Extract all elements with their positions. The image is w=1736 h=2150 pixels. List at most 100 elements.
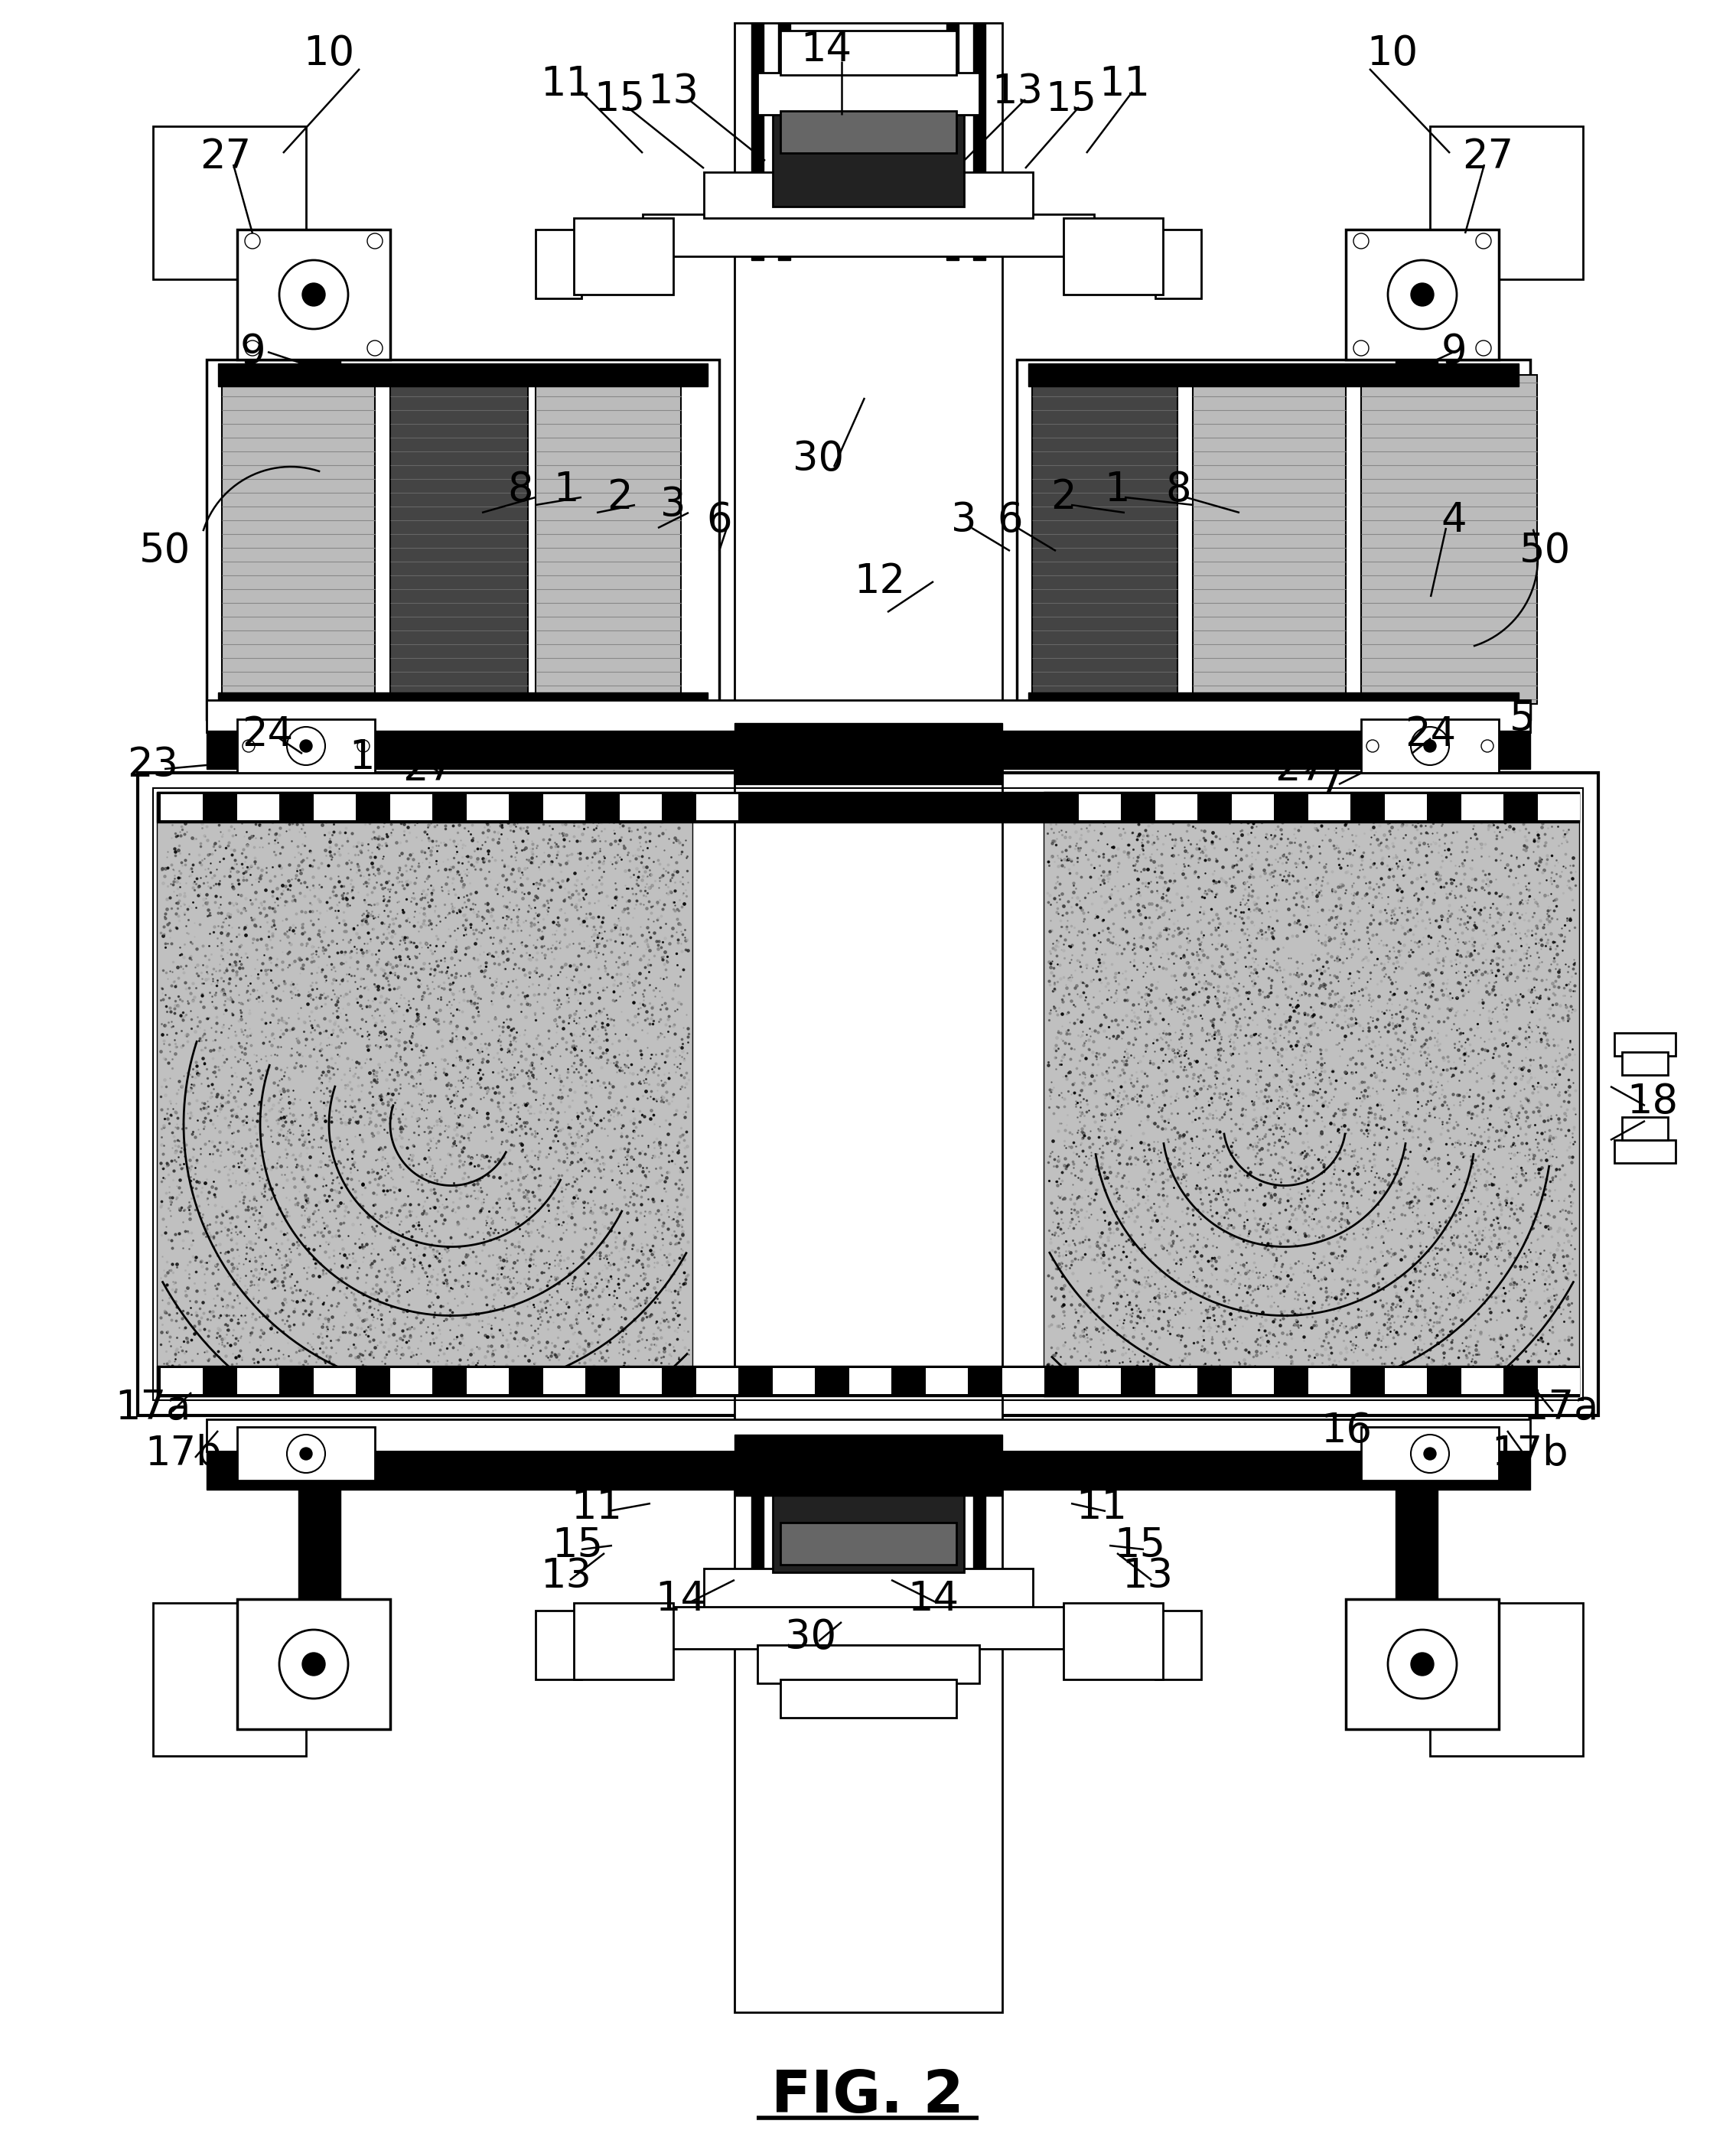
- Bar: [1233, 1367, 1274, 1393]
- Bar: [703, 1569, 1033, 1610]
- Bar: [536, 230, 582, 299]
- Text: 15: 15: [552, 1526, 604, 1565]
- Text: 3: 3: [951, 501, 977, 540]
- Text: 5: 5: [1510, 699, 1535, 740]
- Text: 27: 27: [200, 138, 252, 176]
- Bar: [1396, 1481, 1437, 1640]
- Circle shape: [1411, 1434, 1450, 1473]
- Bar: [314, 1367, 356, 1393]
- Text: 27: 27: [403, 748, 455, 789]
- Bar: [467, 793, 509, 819]
- Bar: [238, 793, 279, 819]
- Bar: [1043, 791, 1580, 1395]
- Text: 2: 2: [608, 477, 632, 518]
- Bar: [1078, 1367, 1121, 1393]
- Circle shape: [358, 740, 370, 752]
- Bar: [1002, 1367, 1045, 1393]
- Bar: [1614, 1140, 1675, 1163]
- Bar: [781, 1679, 957, 1718]
- Text: 24: 24: [1404, 714, 1457, 755]
- Bar: [757, 73, 979, 114]
- Text: 11: 11: [1076, 1488, 1127, 1526]
- Bar: [1193, 374, 1345, 703]
- Circle shape: [286, 1434, 325, 1473]
- Text: 16: 16: [349, 737, 401, 778]
- Text: 11: 11: [571, 1488, 623, 1526]
- Bar: [222, 374, 375, 703]
- Bar: [734, 24, 1002, 2012]
- Circle shape: [1411, 1653, 1434, 1675]
- Bar: [696, 1367, 738, 1393]
- Bar: [1361, 374, 1536, 703]
- Circle shape: [286, 727, 325, 765]
- Bar: [238, 230, 391, 359]
- Bar: [946, 1481, 958, 1610]
- Text: 10: 10: [1366, 34, 1418, 73]
- Bar: [778, 1481, 790, 1610]
- Bar: [781, 30, 957, 75]
- Text: 6: 6: [996, 501, 1023, 540]
- Circle shape: [279, 1630, 349, 1698]
- Bar: [207, 701, 1529, 733]
- Text: 13: 13: [648, 71, 700, 112]
- Bar: [1614, 1032, 1675, 1056]
- Bar: [238, 1600, 391, 1729]
- Bar: [161, 1367, 203, 1393]
- Text: 23: 23: [127, 746, 179, 785]
- Bar: [703, 172, 1033, 217]
- Circle shape: [1476, 340, 1491, 355]
- Text: 15: 15: [1115, 1526, 1165, 1565]
- Bar: [314, 793, 356, 819]
- Text: 13: 13: [1121, 1557, 1174, 1595]
- Bar: [620, 1367, 661, 1393]
- Bar: [752, 1481, 764, 1610]
- Bar: [1462, 1367, 1503, 1393]
- Text: 13: 13: [991, 71, 1043, 112]
- Bar: [543, 1367, 585, 1393]
- Bar: [778, 24, 790, 260]
- Bar: [156, 791, 1580, 823]
- Bar: [299, 1481, 340, 1640]
- Bar: [1033, 374, 1177, 703]
- Bar: [543, 793, 585, 819]
- Bar: [536, 374, 681, 703]
- Bar: [391, 793, 432, 819]
- Bar: [219, 363, 708, 387]
- Text: 18: 18: [1627, 1081, 1679, 1122]
- Bar: [137, 772, 1599, 1415]
- Bar: [752, 24, 764, 260]
- Circle shape: [245, 234, 260, 249]
- Text: 11: 11: [1099, 64, 1151, 103]
- Text: 27: 27: [1274, 748, 1326, 789]
- Bar: [1309, 1367, 1351, 1393]
- Text: 16: 16: [1321, 1410, 1371, 1451]
- Bar: [974, 24, 986, 260]
- Circle shape: [1424, 740, 1436, 752]
- Text: 3: 3: [660, 486, 686, 525]
- Text: 6: 6: [707, 501, 733, 540]
- Text: 2: 2: [1050, 477, 1076, 518]
- Bar: [467, 1367, 509, 1393]
- Bar: [1462, 793, 1503, 819]
- Text: 13: 13: [540, 1557, 592, 1595]
- Circle shape: [1387, 1630, 1457, 1698]
- Circle shape: [1354, 340, 1368, 355]
- Text: 30: 30: [785, 1617, 837, 1658]
- Bar: [1064, 217, 1163, 295]
- Circle shape: [1366, 740, 1378, 752]
- Text: 1: 1: [1104, 471, 1130, 510]
- Bar: [946, 24, 958, 260]
- Bar: [1309, 793, 1351, 819]
- Bar: [1538, 1367, 1580, 1393]
- Circle shape: [1387, 260, 1457, 329]
- Bar: [153, 1604, 306, 1757]
- Bar: [974, 1481, 986, 1610]
- Text: 7: 7: [1318, 761, 1344, 800]
- Bar: [1064, 1604, 1163, 1679]
- Bar: [781, 112, 957, 153]
- Bar: [1154, 793, 1198, 819]
- Circle shape: [279, 260, 349, 329]
- Bar: [773, 1481, 963, 1572]
- Bar: [781, 1522, 957, 1565]
- Bar: [1385, 793, 1427, 819]
